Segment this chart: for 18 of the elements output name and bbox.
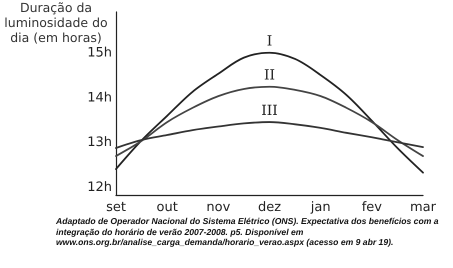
text: Adaptado de Operador Nacional do Sistema Elétrico (ONS). Expectativa dos benefícios com a integração do horário de verão 2007-2008. p5. Disponível em www.ons.org.br/analise_carga_demanda/horario_verao.aspx (acesso em 9 abr 19). [56, 216, 440, 248]
series-label: II [264, 68, 276, 84]
x-tick-label: mar [410, 200, 437, 215]
y-tick-label: 14h [87, 90, 112, 106]
series-label: I [266, 34, 272, 50]
line-series [115, 86, 424, 157]
x-tick-label: set [106, 200, 126, 215]
y-tick-label: 12h [87, 180, 112, 195]
y-axis-title: Duração da luminosidade do dia (em horas) [3, 0, 109, 45]
x-tick-label: jan [310, 200, 331, 215]
x-tick-label: fev [362, 200, 382, 215]
y-tick-label: 13h [87, 135, 112, 150]
y-tick-label: 15h [87, 46, 112, 61]
line-series [115, 121, 424, 149]
x-tick-label: nov [206, 200, 231, 215]
x-tick-label: dez [258, 200, 282, 215]
series-label: III [261, 103, 278, 120]
x-tick-label: out [156, 200, 178, 215]
